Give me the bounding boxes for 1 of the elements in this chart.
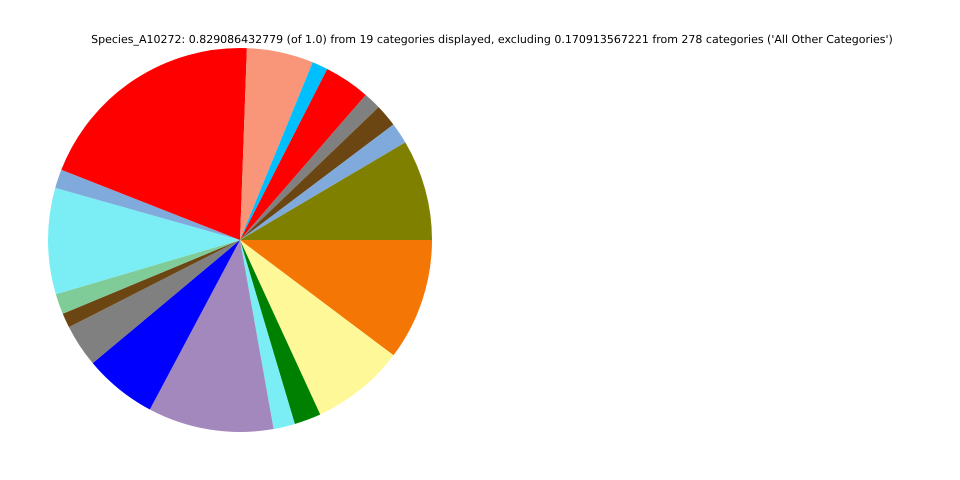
text: Species_A10272: 0.829086432779 (of 1.0) from 19 categories displayed, excluding 0.170913567221 from 278 categories ('All Other Categories') — [90, 33, 894, 46]
